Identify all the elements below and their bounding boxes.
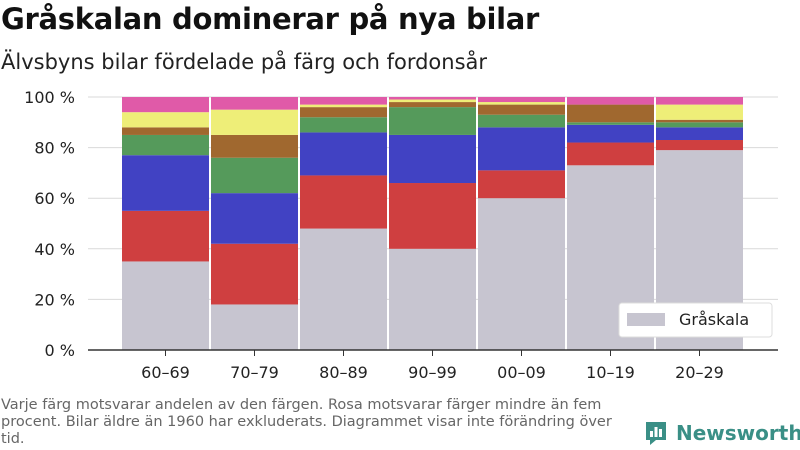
bar-segment xyxy=(656,122,743,128)
bar-segment xyxy=(656,119,743,123)
chart-title: Gråskalan dominerar på nya bilar xyxy=(1,2,540,36)
y-tick-label: 0 % xyxy=(45,341,75,360)
bar-segment xyxy=(389,99,476,103)
bar-segment xyxy=(300,104,387,108)
bar-segment xyxy=(211,97,298,110)
legend: Gråskala xyxy=(618,302,773,338)
newsworthy-logo-icon xyxy=(646,422,666,445)
newsworthy-logo: Newsworthy xyxy=(644,420,800,446)
bar-segment xyxy=(656,104,743,120)
bar-stack xyxy=(389,97,476,350)
bar-stacks xyxy=(122,97,743,350)
bar-segment xyxy=(389,102,476,108)
y-tick-label: 20 % xyxy=(34,290,75,309)
legend-label-grayscale: Gråskala xyxy=(679,310,749,329)
bar-segment xyxy=(122,127,209,135)
x-tick-label: 00–09 xyxy=(497,363,546,382)
legend-box xyxy=(618,302,773,338)
y-axis-ticks: 0 % 20 % 40 % 60 % 80 % 100 % xyxy=(24,88,75,360)
x-tick-label: 90–99 xyxy=(408,363,457,382)
bar-segment xyxy=(567,124,654,143)
bar-segment xyxy=(478,102,565,105)
stacked-bar-chart: 0 % 20 % 40 % 60 % 80 % 100 % 60–69 70–79 80–89… xyxy=(24,88,778,382)
x-tick-label: 10–19 xyxy=(586,363,635,382)
bar-segment xyxy=(567,142,654,166)
bar-stack xyxy=(300,97,387,350)
bar-segment xyxy=(122,112,209,128)
bar-segment xyxy=(478,127,565,171)
bar-segment xyxy=(122,210,209,262)
y-tick-label: 60 % xyxy=(34,189,75,208)
bar-segment xyxy=(478,104,565,115)
bar-segment xyxy=(211,157,298,194)
bar-segment xyxy=(389,134,476,184)
bar-segment xyxy=(211,304,298,350)
bar-segment xyxy=(656,97,743,105)
bar-segment xyxy=(478,170,565,199)
x-tick-label: 20–29 xyxy=(675,363,724,382)
bar-segment xyxy=(389,248,476,350)
bar-segment xyxy=(122,97,209,113)
bar-segment xyxy=(478,114,565,128)
bar-segment xyxy=(478,198,565,350)
bar-stack xyxy=(211,97,298,350)
y-tick-label: 80 % xyxy=(34,139,75,158)
footnote: Varje färg motsvarar andelen av den färg… xyxy=(1,397,612,447)
x-tick-label: 80–89 xyxy=(319,363,368,382)
x-tick-label: 60–69 xyxy=(141,363,190,382)
bar-segment xyxy=(122,134,209,156)
bar-segment xyxy=(300,107,387,118)
bar-segment xyxy=(389,97,476,100)
newsworthy-brand-text: Newsworthy xyxy=(676,421,800,445)
legend-swatch-grayscale xyxy=(627,313,665,326)
x-axis-ticks: 60–69 70–79 80–89 90–99 00–09 10–19 20–29 xyxy=(141,350,724,382)
bar-stack xyxy=(478,97,565,350)
bar-segment xyxy=(478,97,565,103)
bar-segment xyxy=(389,183,476,249)
bar-segment xyxy=(567,97,654,105)
bar-segment xyxy=(122,155,209,211)
bar-segment xyxy=(300,175,387,229)
bar-segment xyxy=(300,97,387,105)
bar-segment xyxy=(211,193,298,244)
bar-segment xyxy=(122,261,209,350)
x-tick-label: 70–79 xyxy=(230,363,279,382)
bar-segment xyxy=(567,122,654,125)
bar-segment xyxy=(211,109,298,135)
bar-segment xyxy=(656,127,743,141)
bar-segment xyxy=(211,134,298,158)
bar-segment xyxy=(300,117,387,133)
bar-segment xyxy=(300,228,387,350)
bar-segment xyxy=(300,132,387,176)
bar-segment xyxy=(656,140,743,151)
y-tick-label: 40 % xyxy=(34,240,75,259)
y-tick-label: 100 % xyxy=(24,88,75,107)
bar-segment xyxy=(389,107,476,135)
bar-stack xyxy=(122,97,209,350)
bar-segment xyxy=(211,243,298,305)
bar-segment xyxy=(567,104,654,123)
chart-subtitle: Älvsbyns bilar fördelade på färg och for… xyxy=(1,50,488,74)
